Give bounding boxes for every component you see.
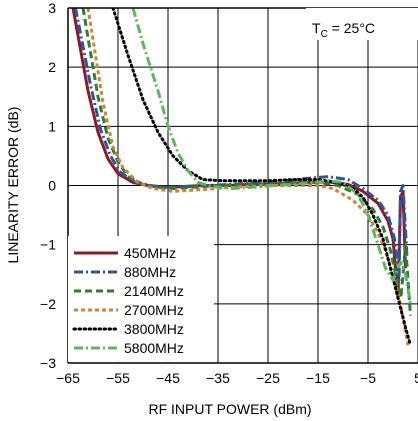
series-line-3800mhz xyxy=(111,8,412,347)
legend-label-2700mhz: 2700MHz xyxy=(124,302,184,318)
series-line-5800mhz xyxy=(131,8,412,305)
legend-label-2140mhz: 2140MHz xyxy=(124,283,184,299)
series-line-2140mhz xyxy=(81,8,412,316)
y-tick-label-5: 2 xyxy=(48,59,56,75)
x-tick-labels: −65−55−45−35−25−15−55 xyxy=(56,370,418,386)
x-tick-label-1: −55 xyxy=(106,370,130,386)
x-axis-label: RF INPUT POWER (dBm) xyxy=(148,401,311,417)
annotation-main: T xyxy=(312,20,321,36)
y-axis-label: LINEARITY ERROR (dB) xyxy=(5,107,21,264)
legend-label-3800mhz: 3800MHz xyxy=(124,321,184,337)
y-tick-label-4: 1 xyxy=(48,118,56,134)
annotation-sub: C xyxy=(321,29,328,40)
legend: 450MHz 880MHz 2140MHz 2700MHz 3800MHz 5800MHz xyxy=(68,236,214,362)
y-tick-label-0: −3 xyxy=(40,355,56,371)
annotation-rest: = 25°C xyxy=(328,20,375,36)
x-tick-label-5: −15 xyxy=(306,370,330,386)
svg-text:TC = 25°C: TC = 25°C xyxy=(312,20,375,40)
legend-label-5800mhz: 5800MHz xyxy=(124,340,184,356)
x-tick-label-2: −45 xyxy=(156,370,180,386)
y-tick-label-3: 0 xyxy=(48,178,56,194)
x-tick-label-0: −65 xyxy=(56,370,80,386)
x-tick-label-3: −35 xyxy=(206,370,230,386)
x-tick-label-4: −25 xyxy=(256,370,280,386)
y-tick-label-2: −1 xyxy=(40,237,56,253)
y-tick-label-1: −2 xyxy=(40,296,56,312)
y-tick-labels: −3 −2 −1 0 1 2 3 xyxy=(40,0,56,371)
x-tick-label-7: 5 xyxy=(414,370,418,386)
legend-label-450mhz: 450MHz xyxy=(124,245,176,261)
x-tick-label-6: −5 xyxy=(360,370,376,386)
legend-label-880mhz: 880MHz xyxy=(124,264,176,280)
y-tick-label-6: 3 xyxy=(48,0,56,16)
temperature-annotation: TC = 25°C xyxy=(306,8,418,40)
data-series xyxy=(71,8,412,347)
